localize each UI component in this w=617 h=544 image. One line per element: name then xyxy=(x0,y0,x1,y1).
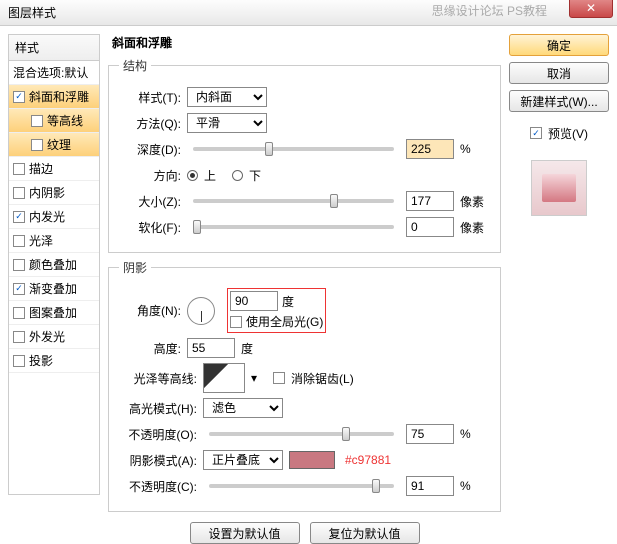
ok-button[interactable]: 确定 xyxy=(509,34,609,56)
size-label: 大小(Z): xyxy=(119,193,181,210)
contour-picker[interactable] xyxy=(203,363,245,393)
shadow-legend: 阴影 xyxy=(119,259,151,276)
antialias-checkbox[interactable] xyxy=(273,372,285,384)
global-light-checkbox[interactable] xyxy=(230,316,242,328)
shadow-mode-label: 阴影模式(A): xyxy=(119,452,197,469)
sidebar-header: 样式 xyxy=(9,35,99,61)
style-checkbox[interactable] xyxy=(31,139,43,151)
shadow-color-swatch[interactable] xyxy=(289,451,335,469)
global-light-label: 使用全局光(G) xyxy=(246,313,323,330)
direction-up-radio[interactable] xyxy=(187,170,198,181)
preview-label: 预览(V) xyxy=(548,125,588,142)
panel-title: 斜面和浮雕 xyxy=(108,34,501,51)
sidebar-item[interactable]: 外发光 xyxy=(9,325,99,349)
window-title: 图层样式 xyxy=(8,4,56,21)
shadow-opacity-slider[interactable] xyxy=(209,484,394,488)
styles-sidebar: 样式 混合选项:默认 ✓斜面和浮雕等高线纹理描边内阴影✓内发光光泽颜色叠加✓渐变… xyxy=(8,34,100,495)
highlight-opacity-input[interactable] xyxy=(406,424,454,444)
sidebar-item[interactable]: 纹理 xyxy=(9,133,99,157)
style-checkbox[interactable]: ✓ xyxy=(13,211,25,223)
soften-slider[interactable] xyxy=(193,225,394,229)
style-label: 样式(T): xyxy=(119,89,181,106)
sidebar-item[interactable]: 等高线 xyxy=(9,109,99,133)
size-input[interactable] xyxy=(406,191,454,211)
sidebar-item[interactable]: ✓内发光 xyxy=(9,205,99,229)
method-label: 方法(Q): xyxy=(119,115,181,132)
depth-unit: % xyxy=(460,142,490,156)
contour-label: 光泽等高线: xyxy=(119,370,197,387)
size-slider[interactable] xyxy=(193,199,394,203)
style-select[interactable]: 内斜面 xyxy=(187,87,267,107)
style-checkbox[interactable] xyxy=(13,259,25,271)
style-checkbox[interactable] xyxy=(13,307,25,319)
titlebar: 图层样式 思缘设计论坛 PS教程 ✕ xyxy=(0,0,617,26)
angle-input[interactable] xyxy=(230,291,278,311)
depth-label: 深度(D): xyxy=(119,141,181,158)
style-checkbox[interactable] xyxy=(13,235,25,247)
shadow-group: 阴影 角度(N): 度 使用全局光(G) 高度: xyxy=(108,259,501,512)
depth-slider[interactable] xyxy=(193,147,394,151)
angle-label: 角度(N): xyxy=(119,302,181,319)
antialias-label: 消除锯齿(L) xyxy=(291,370,354,387)
altitude-input[interactable] xyxy=(187,338,235,358)
sidebar-item[interactable]: ✓渐变叠加 xyxy=(9,277,99,301)
angle-dial[interactable] xyxy=(187,297,215,325)
preview-checkbox[interactable]: ✓ xyxy=(530,127,542,139)
sidebar-item[interactable]: 光泽 xyxy=(9,229,99,253)
altitude-label: 高度: xyxy=(119,340,181,357)
depth-input[interactable] xyxy=(406,139,454,159)
highlight-opacity-slider[interactable] xyxy=(209,432,394,436)
shadow-opacity-input[interactable] xyxy=(406,476,454,496)
style-checkbox[interactable] xyxy=(13,163,25,175)
style-checkbox[interactable] xyxy=(13,187,25,199)
preview-thumbnail xyxy=(531,160,587,216)
sidebar-item[interactable]: ✓斜面和浮雕 xyxy=(9,85,99,109)
new-style-button[interactable]: 新建样式(W)... xyxy=(509,90,609,112)
shadow-opacity-label: 不透明度(C): xyxy=(119,478,197,495)
shadow-mode-select[interactable]: 正片叠底 xyxy=(203,450,283,470)
direction-label: 方向: xyxy=(119,167,181,184)
sidebar-item[interactable]: 描边 xyxy=(9,157,99,181)
highlight-opacity-label: 不透明度(O): xyxy=(119,426,197,443)
method-select[interactable]: 平滑 xyxy=(187,113,267,133)
style-checkbox[interactable]: ✓ xyxy=(13,91,25,103)
sidebar-item[interactable]: 颜色叠加 xyxy=(9,253,99,277)
soften-input[interactable] xyxy=(406,217,454,237)
shadow-color-hex: #c97881 xyxy=(345,453,391,467)
style-checkbox[interactable] xyxy=(31,115,43,127)
cancel-button[interactable]: 取消 xyxy=(509,62,609,84)
watermark: 思缘设计论坛 PS教程 xyxy=(432,2,547,19)
style-checkbox[interactable]: ✓ xyxy=(13,283,25,295)
style-checkbox[interactable] xyxy=(13,355,25,367)
sidebar-item[interactable]: 图案叠加 xyxy=(9,301,99,325)
sidebar-item[interactable]: 投影 xyxy=(9,349,99,373)
style-checkbox[interactable] xyxy=(13,331,25,343)
highlight-mode-label: 高光模式(H): xyxy=(119,400,197,417)
sidebar-blend-options[interactable]: 混合选项:默认 xyxy=(9,61,99,85)
set-default-button[interactable]: 设置为默认值 xyxy=(190,522,300,544)
size-unit: 像素 xyxy=(460,193,490,210)
soften-label: 软化(F): xyxy=(119,219,181,236)
structure-legend: 结构 xyxy=(119,57,151,74)
highlight-mode-select[interactable]: 滤色 xyxy=(203,398,283,418)
direction-down-radio[interactable] xyxy=(232,170,243,181)
sidebar-item[interactable]: 内阴影 xyxy=(9,181,99,205)
reset-default-button[interactable]: 复位为默认值 xyxy=(310,522,420,544)
soften-unit: 像素 xyxy=(460,219,490,236)
close-button[interactable]: ✕ xyxy=(569,0,613,18)
structure-group: 结构 样式(T): 内斜面 方法(Q): 平滑 深度(D): % 方向: 上 下 xyxy=(108,57,501,253)
